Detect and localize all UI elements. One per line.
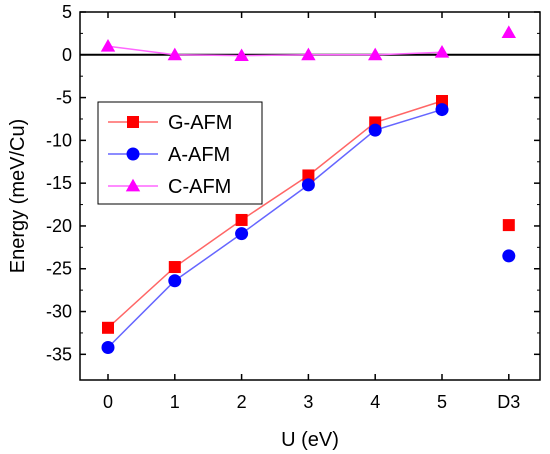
y-tick-label: -15 xyxy=(46,173,72,193)
series-line-a-afm xyxy=(107,108,443,349)
y-axis-ticks: 5 0 -5 -10 -15 -20 -25 -30 -35 xyxy=(46,2,540,364)
legend-marker-c-afm xyxy=(125,178,141,192)
y-tick-label: -5 xyxy=(56,88,72,108)
legend-marker-a-afm xyxy=(126,147,140,161)
y-tick-label: -20 xyxy=(46,216,72,236)
data-point-a-afm xyxy=(435,103,449,117)
data-point-c-afm xyxy=(100,39,116,52)
legend: G-AFM A-AFM C-AFM xyxy=(97,101,263,205)
y-tick-label: -25 xyxy=(46,259,72,279)
x-tick-label: 5 xyxy=(437,392,447,412)
legend-label-a-afm: A-AFM xyxy=(168,144,230,166)
x-tick-label: 3 xyxy=(303,392,313,412)
data-point-a-afm xyxy=(168,274,182,288)
data-point-g-afm xyxy=(102,321,114,334)
data-point-c-afm xyxy=(368,47,383,61)
series-line-c-afm xyxy=(107,45,443,57)
data-point-c-afm xyxy=(234,48,249,62)
y-tick-label: -10 xyxy=(46,130,72,150)
data-point-a-afm xyxy=(101,340,115,354)
legend-box xyxy=(97,101,263,205)
data-point-g-afm xyxy=(502,219,515,232)
data-point-c-afm xyxy=(167,47,182,61)
data-point-a-afm xyxy=(502,249,516,263)
plot-frame xyxy=(79,11,541,381)
legend-label-g-afm: G-AFM xyxy=(168,112,232,134)
series-lines-group xyxy=(107,45,443,349)
x-tick-label: D3 xyxy=(497,392,520,412)
series-line-g-afm xyxy=(107,100,443,329)
y-tick-label: -35 xyxy=(46,344,72,364)
x-tick-label: 2 xyxy=(237,392,247,412)
x-axis-title: U (eV) xyxy=(281,429,339,451)
data-point-g-afm xyxy=(235,213,248,226)
y-tick-label: 5 xyxy=(62,2,72,22)
legend-marker-g-afm xyxy=(127,116,139,128)
x-tick-label: 1 xyxy=(170,392,180,412)
x-axis-ticks: 0 1 2 3 4 5 D3 xyxy=(103,12,520,412)
y-tick-label: 0 xyxy=(62,45,72,65)
data-point-g-afm xyxy=(369,116,382,129)
data-point-g-afm xyxy=(168,261,181,274)
data-point-g-afm xyxy=(302,169,315,182)
legend-label-c-afm: C-AFM xyxy=(168,176,231,198)
markers-group xyxy=(100,25,516,354)
data-point-c-afm xyxy=(434,45,450,58)
x-tick-label: 4 xyxy=(370,392,380,412)
data-point-a-afm xyxy=(235,227,249,241)
data-point-c-afm xyxy=(301,47,316,61)
data-point-a-afm xyxy=(368,123,382,137)
data-point-c-afm xyxy=(501,25,516,38)
y-axis-title: Energy (meV/Cu) xyxy=(7,119,29,274)
data-point-a-afm xyxy=(301,178,315,192)
x-tick-label: 0 xyxy=(103,392,113,412)
y-tick-label: -30 xyxy=(46,302,72,322)
